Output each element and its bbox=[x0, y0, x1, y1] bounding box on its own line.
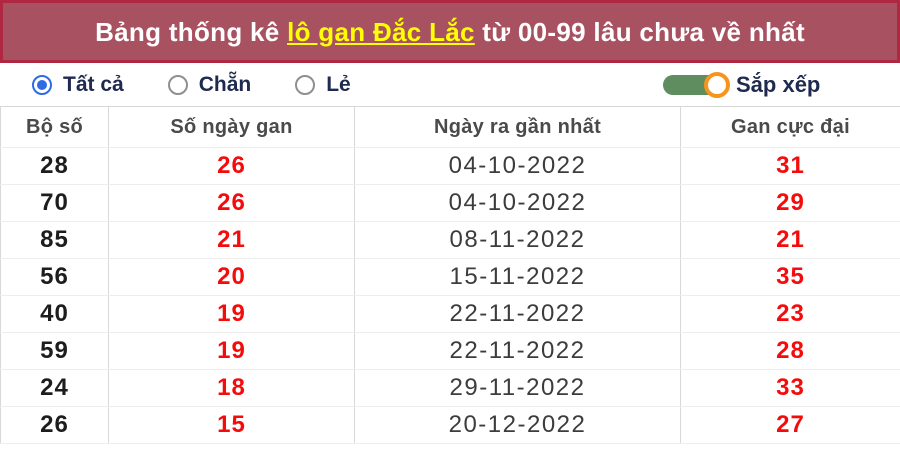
cell-number: 56 bbox=[0, 258, 109, 296]
cell-gan-days: 15 bbox=[108, 406, 355, 444]
lottery-gan-table: Bộ số Số ngày gan Ngày ra gần nhất Gan c… bbox=[0, 106, 900, 444]
table-row: 70 26 04-10-2022 29 bbox=[0, 184, 900, 222]
radio-option-all-label: Tất cả bbox=[63, 72, 124, 96]
cell-gan-days: 20 bbox=[108, 258, 355, 296]
cell-gan-days: 26 bbox=[108, 184, 355, 222]
cell-number: 70 bbox=[0, 184, 109, 222]
cell-number: 40 bbox=[0, 295, 109, 333]
table-row: 85 21 08-11-2022 21 bbox=[0, 221, 900, 259]
cell-gan-days: 19 bbox=[108, 332, 355, 370]
table-row: 28 26 04-10-2022 31 bbox=[0, 147, 900, 185]
radio-option-even-label: Chẵn bbox=[198, 72, 252, 96]
cell-max-gan: 27 bbox=[680, 406, 900, 444]
cell-gan-days: 19 bbox=[108, 295, 355, 333]
col-header-number: Bộ số bbox=[0, 106, 109, 148]
radio-selected-icon[interactable] bbox=[32, 74, 52, 95]
table-header-row: Bộ số Số ngày gan Ngày ra gần nhất Gan c… bbox=[0, 106, 900, 148]
radio-option-all[interactable]: Tất cả bbox=[32, 73, 124, 97]
table-row: 59 19 22-11-2022 28 bbox=[0, 332, 900, 370]
header-banner: Bảng thống kê lô gan Đắc Lắc từ 00-99 lâ… bbox=[0, 0, 900, 63]
page-title: Bảng thống kê lô gan Đắc Lắc từ 00-99 lâ… bbox=[95, 18, 805, 46]
radio-option-odd[interactable]: Lẻ bbox=[295, 73, 351, 97]
sort-label: Sắp xếp bbox=[736, 71, 821, 97]
sort-toggle[interactable] bbox=[663, 71, 730, 98]
radio-unselected-icon[interactable] bbox=[167, 74, 188, 95]
cell-max-gan: 28 bbox=[680, 332, 900, 370]
cell-number: 28 bbox=[0, 147, 109, 185]
cell-last-date: 22-11-2022 bbox=[354, 332, 681, 370]
cell-number: 24 bbox=[0, 369, 109, 407]
cell-gan-days: 18 bbox=[108, 369, 355, 407]
radio-option-even[interactable]: Chẵn bbox=[167, 72, 252, 97]
cell-max-gan: 31 bbox=[680, 147, 900, 185]
page-title-suffix: từ 00-99 lâu chưa về nhất bbox=[474, 16, 805, 47]
radio-option-odd-label: Lẻ bbox=[326, 72, 351, 96]
cell-max-gan: 23 bbox=[680, 295, 900, 333]
cell-max-gan: 35 bbox=[680, 258, 900, 296]
toggle-knob-icon[interactable] bbox=[704, 71, 730, 98]
cell-last-date: 20-12-2022 bbox=[354, 406, 681, 444]
cell-last-date: 04-10-2022 bbox=[354, 147, 681, 185]
cell-last-date: 15-11-2022 bbox=[354, 258, 681, 296]
col-header-max-gan: Gan cực đại bbox=[680, 106, 900, 148]
page-title-prefix: Bảng thống kê bbox=[95, 16, 288, 47]
cell-last-date: 08-11-2022 bbox=[354, 221, 681, 259]
table-row: 24 18 29-11-2022 33 bbox=[0, 369, 900, 407]
filter-bar: Tất cả Chẵn Lẻ Sắp xếp bbox=[0, 63, 900, 106]
lottery-region-link[interactable]: lô gan Đắc Lắc bbox=[287, 16, 475, 47]
cell-last-date: 04-10-2022 bbox=[354, 184, 681, 222]
cell-number: 59 bbox=[0, 332, 109, 370]
cell-last-date: 29-11-2022 bbox=[354, 369, 681, 407]
cell-number: 26 bbox=[0, 406, 109, 444]
cell-gan-days: 21 bbox=[108, 221, 355, 259]
cell-max-gan: 33 bbox=[680, 369, 900, 407]
cell-number: 85 bbox=[0, 221, 109, 259]
table-row: 40 19 22-11-2022 23 bbox=[0, 295, 900, 333]
sort-control: Sắp xếp bbox=[663, 71, 821, 98]
table-row: 26 15 20-12-2022 27 bbox=[0, 406, 900, 444]
cell-max-gan: 21 bbox=[680, 221, 900, 259]
col-header-gan-days: Số ngày gan bbox=[108, 106, 355, 148]
radio-unselected-icon[interactable] bbox=[295, 74, 316, 95]
table-row: 56 20 15-11-2022 35 bbox=[0, 258, 900, 296]
col-header-last-date: Ngày ra gần nhất bbox=[354, 106, 681, 148]
cell-gan-days: 26 bbox=[108, 147, 355, 185]
cell-max-gan: 29 bbox=[680, 184, 900, 222]
cell-last-date: 22-11-2022 bbox=[354, 295, 681, 333]
